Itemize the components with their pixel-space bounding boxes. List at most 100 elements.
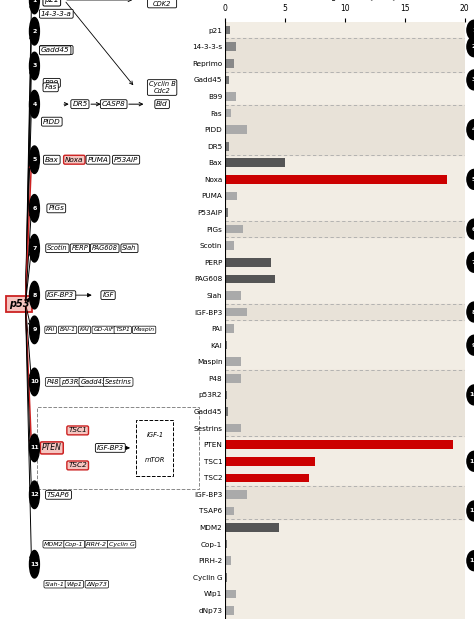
Text: PTEN: PTEN (42, 443, 62, 452)
Bar (225, 486, 465, 519)
Text: GD-AiF: GD-AiF (93, 328, 114, 332)
FancyBboxPatch shape (136, 420, 173, 476)
Circle shape (29, 18, 39, 45)
Text: 9: 9 (472, 342, 474, 348)
Bar (225, 357, 241, 366)
Text: PAI: PAI (46, 328, 55, 332)
Text: 13: 13 (470, 558, 474, 563)
Text: 10: 10 (470, 392, 474, 398)
Bar (225, 92, 236, 101)
Text: MDM2: MDM2 (44, 542, 64, 547)
Text: PIRH-2: PIRH-2 (86, 542, 107, 547)
Bar (225, 556, 231, 565)
Bar (225, 105, 465, 154)
Bar (225, 523, 279, 532)
Circle shape (467, 169, 474, 189)
Text: Siah: Siah (122, 245, 137, 251)
Bar (225, 304, 465, 320)
Text: p53R2: p53R2 (61, 379, 83, 385)
Text: Sestrins: Sestrins (105, 379, 132, 385)
Circle shape (29, 0, 39, 14)
Bar (225, 441, 453, 449)
Text: 8: 8 (472, 309, 474, 314)
Text: Bid: Bid (156, 101, 168, 107)
Circle shape (29, 434, 39, 462)
Bar (225, 573, 227, 582)
Circle shape (29, 234, 39, 262)
Text: 12: 12 (30, 492, 39, 498)
Text: 10: 10 (30, 379, 39, 384)
Text: 4: 4 (472, 127, 474, 132)
Bar (225, 424, 241, 432)
Text: ΔNp73: ΔNp73 (86, 582, 107, 587)
Text: IGF-BP3: IGF-BP3 (47, 292, 74, 298)
Bar (225, 192, 237, 200)
Text: PIDD: PIDD (43, 119, 61, 124)
Circle shape (467, 70, 474, 90)
Text: 1: 1 (32, 0, 36, 2)
Text: 4: 4 (32, 102, 36, 107)
Text: 3: 3 (472, 78, 474, 82)
Text: 3: 3 (32, 64, 36, 69)
Text: B99: B99 (45, 80, 59, 86)
Circle shape (29, 551, 39, 578)
Text: Fas: Fas (45, 84, 57, 90)
Bar (225, 391, 227, 399)
Circle shape (467, 385, 474, 405)
Bar (225, 457, 315, 466)
Text: PUMA: PUMA (88, 157, 109, 162)
Text: 5: 5 (32, 158, 36, 162)
Text: 11: 11 (470, 459, 474, 464)
Text: Cyclin G: Cyclin G (109, 542, 135, 547)
Circle shape (467, 219, 474, 239)
Text: BAI-1: BAI-1 (60, 328, 75, 332)
Bar (225, 308, 246, 316)
Bar (225, 291, 241, 300)
Bar (225, 59, 234, 68)
Text: TSC1: TSC1 (68, 428, 87, 433)
Bar (225, 274, 275, 283)
Text: 11: 11 (30, 446, 39, 451)
Bar (225, 374, 241, 382)
Text: p21: p21 (45, 0, 59, 4)
Bar (225, 225, 243, 233)
Circle shape (467, 20, 474, 40)
Text: P53AIP: P53AIP (114, 157, 138, 162)
Text: Cyclin E
CDK2: Cyclin E CDK2 (149, 0, 175, 6)
Text: 2: 2 (472, 44, 474, 49)
Bar (225, 589, 236, 598)
Text: KAI: KAI (80, 328, 89, 332)
Bar (225, 241, 234, 250)
Bar (225, 42, 236, 51)
Circle shape (467, 551, 474, 571)
Text: TSP1: TSP1 (115, 328, 130, 332)
Text: Noxa: Noxa (65, 157, 83, 162)
Text: Siah-1: Siah-1 (45, 582, 65, 587)
Text: mTOR: mTOR (145, 458, 165, 463)
Bar (225, 175, 447, 184)
Bar (225, 341, 227, 349)
Bar (225, 540, 227, 549)
Text: Scotin: Scotin (47, 245, 68, 251)
Circle shape (29, 481, 39, 509)
Circle shape (467, 302, 474, 322)
Circle shape (29, 281, 39, 309)
Text: 6: 6 (472, 227, 474, 232)
Text: 9: 9 (32, 328, 36, 332)
Circle shape (29, 91, 39, 118)
Circle shape (29, 52, 39, 80)
Bar (225, 109, 231, 118)
Bar (225, 76, 229, 84)
Bar (225, 490, 246, 499)
Text: IGF-BP3: IGF-BP3 (97, 445, 124, 451)
Text: p53: p53 (9, 299, 29, 309)
Bar (225, 126, 246, 134)
Circle shape (467, 335, 474, 355)
Text: 7: 7 (472, 260, 474, 265)
Bar (225, 474, 309, 482)
Bar (225, 142, 229, 151)
Bar (225, 159, 285, 167)
Bar (225, 507, 234, 515)
Circle shape (467, 253, 474, 272)
Circle shape (467, 451, 474, 471)
